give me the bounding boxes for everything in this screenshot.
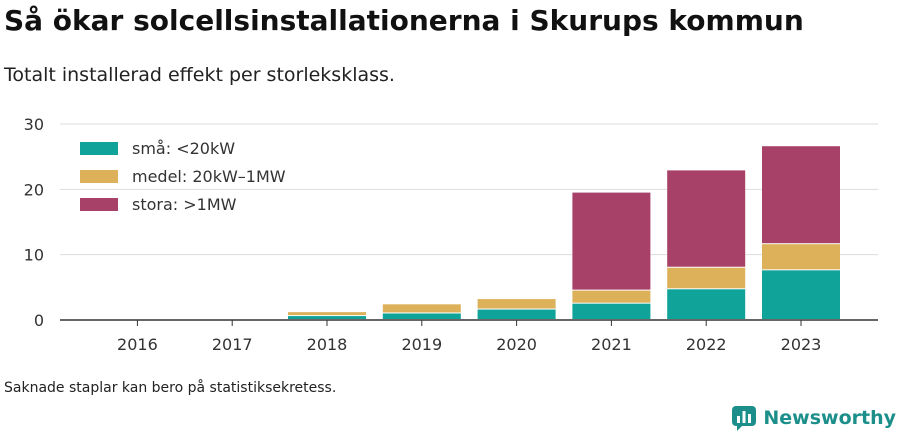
legend-label: små: <20kW	[132, 139, 235, 158]
bar-segment	[477, 309, 556, 319]
bar-segment	[572, 303, 651, 319]
x-tick-label: 2016	[117, 335, 158, 354]
legend-swatch	[80, 170, 118, 183]
x-tick-label: 2017	[212, 335, 253, 354]
brand-name: Newsworthy	[763, 407, 896, 429]
y-tick-label: 10	[24, 246, 44, 265]
bar-segment	[762, 146, 840, 244]
bar-segment	[762, 270, 840, 319]
bar-segment	[477, 299, 556, 309]
newsworthy-logo-icon	[732, 406, 757, 431]
y-tick-label: 0	[34, 311, 44, 330]
bar-segment	[288, 316, 366, 319]
y-tick-label: 30	[24, 115, 44, 134]
chart-title: Så ökar solcellsinstallationerna i Skuru…	[4, 4, 804, 37]
legend-swatch	[80, 142, 118, 155]
bar-segment	[288, 312, 366, 316]
x-tick-label: 2022	[686, 335, 727, 354]
bar-segment	[382, 313, 461, 319]
bar-segment	[667, 170, 746, 267]
chart-subtitle: Totalt installerad effekt per storlekskl…	[4, 64, 395, 86]
x-tick-label: 2018	[307, 335, 348, 354]
x-tick-label: 2020	[496, 335, 537, 354]
legend-label: medel: 20kW–1MW	[132, 167, 286, 186]
bar-segment	[382, 304, 461, 313]
bar-segment	[667, 267, 746, 289]
bar-segment	[762, 244, 840, 270]
bar-segment	[572, 290, 651, 303]
bar-segment	[667, 289, 746, 319]
x-tick-label: 2021	[591, 335, 632, 354]
x-tick-label: 2023	[781, 335, 822, 354]
footnote: Saknade staplar kan bero på statistiksek…	[4, 380, 337, 396]
bar-segment	[572, 192, 651, 290]
brand-logo[interactable]: Newsworthy	[731, 405, 896, 431]
legend-label: stora: >1MW	[132, 195, 237, 214]
y-tick-label: 20	[24, 180, 44, 199]
x-tick-label: 2019	[401, 335, 442, 354]
legend-swatch	[80, 198, 118, 211]
